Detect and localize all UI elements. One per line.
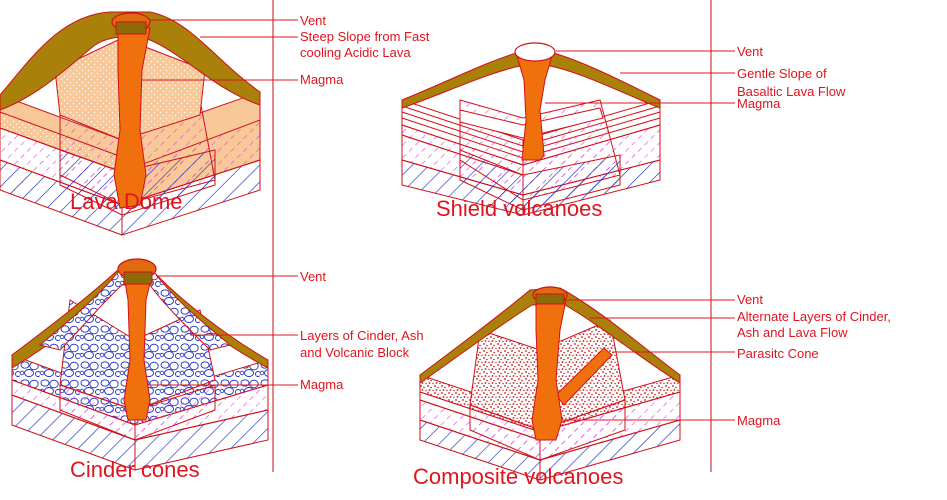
lava-dome-title: Lava Dome bbox=[70, 189, 183, 214]
cinder-cone-illustration bbox=[11, 258, 269, 471]
composite-parasitic-label: Parasitc Cone bbox=[737, 346, 819, 361]
cinder-magma-label: Magma bbox=[300, 377, 344, 392]
shield-slope-label-1: Gentle Slope of bbox=[737, 66, 827, 81]
lava-dome-magma-label: Magma bbox=[300, 72, 344, 87]
composite-layers-label-2: Ash and Lava Flow bbox=[737, 325, 848, 340]
composite-volcano-illustration bbox=[419, 286, 681, 481]
composite-title: Composite volcanoes bbox=[413, 464, 623, 489]
composite-leaders bbox=[562, 299, 735, 421]
shield-leaders bbox=[545, 50, 735, 104]
lava-dome-slope-label-1: Steep Slope from Fast bbox=[300, 29, 430, 44]
shield-volcano-illustration bbox=[401, 42, 661, 216]
lava-dome-leaders bbox=[142, 19, 298, 81]
lava-dome-slope-label-2: cooling Acidic Lava bbox=[300, 45, 411, 60]
composite-magma-label: Magma bbox=[737, 413, 781, 428]
cinder-vent-label: Vent bbox=[300, 269, 326, 284]
shield-title: Shield volcanoes bbox=[436, 196, 602, 221]
composite-vent-label: Vent bbox=[737, 292, 763, 307]
cinder-layers-label-2: and Volcanic Block bbox=[300, 345, 410, 360]
cinder-leaders bbox=[148, 275, 298, 386]
lava-dome-vent-label: Vent bbox=[300, 13, 326, 28]
composite-layers-label-1: Alternate Layers of Cinder, bbox=[737, 309, 891, 324]
lava-dome-illustration bbox=[0, 11, 261, 236]
shield-magma-label: Magma bbox=[737, 96, 781, 111]
shield-vent-label: Vent bbox=[737, 44, 763, 59]
shield-slope-label-2: Basaltic Lava Flow bbox=[737, 84, 846, 99]
cinder-title: Cinder cones bbox=[70, 457, 200, 482]
cinder-layers-label-1: Layers of Cinder, Ash bbox=[300, 328, 424, 343]
